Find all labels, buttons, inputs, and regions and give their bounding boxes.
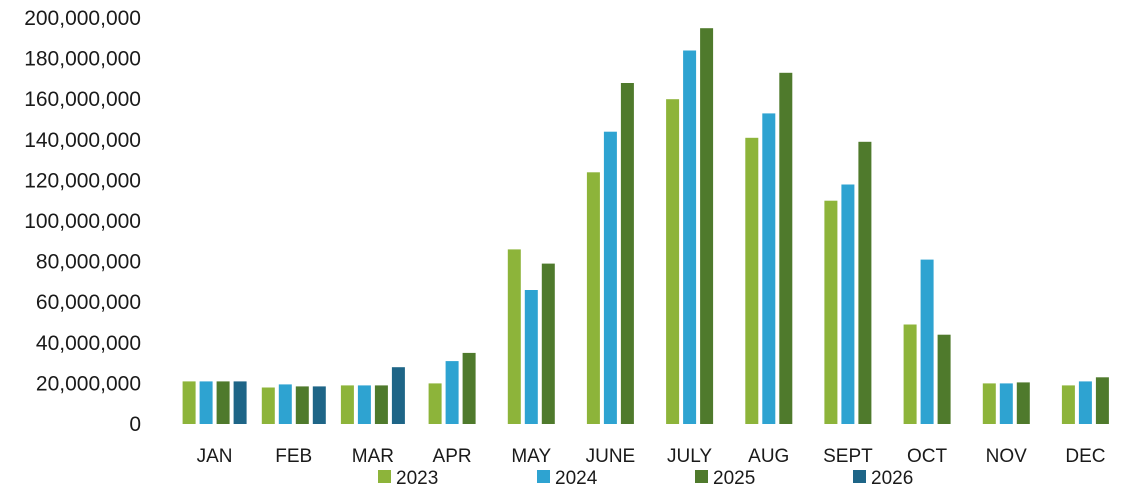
legend-label-2024: 2024 [555,468,598,489]
x-tick-label-mar: MAR [352,446,394,467]
bar-aug-2025 [779,72,793,425]
bar-mar-2023 [340,385,354,424]
x-tick-label-oct: OCT [907,446,948,467]
bar-aug-2024 [762,113,776,425]
bar-june-2023 [586,172,600,424]
bar-july-2025 [700,28,714,424]
bar-dec-2025 [1095,377,1109,424]
bar-oct-2023 [903,324,917,424]
y-tick-label: 180,000,000 [24,48,141,71]
bar-mar-2025 [374,385,388,424]
bar-july-2024 [683,50,697,424]
y-tick-label: 80,000,000 [36,251,141,274]
bar-nov-2024 [999,383,1013,424]
bar-oct-2025 [937,334,951,424]
bar-dec-2024 [1078,381,1092,424]
y-axis: 0 20,000,000 40,000,000 60,000,000 80,000,00… [24,7,141,436]
bar-july-2023 [666,99,680,424]
y-tick-label: 120,000,000 [24,169,141,192]
bars [182,28,1109,425]
bar-sept-2025 [858,141,872,425]
bar-feb-2025 [295,386,309,424]
legend-swatch-2026 [853,470,866,483]
x-tick-label-feb: FEB [275,446,312,467]
bar-jan-2024 [199,381,213,424]
y-tick-label: 40,000,000 [36,332,141,355]
bar-feb-2023 [261,387,275,424]
x-tick-label-dec: DEC [1065,446,1105,467]
y-tick-label: 100,000,000 [24,210,141,233]
bar-jan-2025 [216,381,230,424]
x-tick-label-apr: APR [433,446,472,467]
bar-sept-2024 [841,184,855,424]
bar-may-2025 [541,263,555,424]
bar-aug-2023 [745,137,759,425]
y-tick-label: 140,000,000 [24,129,141,152]
legend: 2023 2024 2025 2026 [378,468,913,489]
legend-label-2026: 2026 [871,468,913,489]
bar-apr-2025 [462,352,476,424]
bar-dec-2023 [1061,385,1075,424]
bar-june-2024 [603,131,617,424]
y-tick-label: 20,000,000 [36,372,141,395]
bar-feb-2024 [278,384,292,424]
x-tick-label-nov: NOV [986,446,1028,467]
bar-mar-2024 [357,385,371,424]
legend-swatch-2024 [537,470,550,483]
legend-swatch-2025 [695,470,708,483]
legend-label-2023: 2023 [396,468,438,489]
bar-nov-2025 [1016,382,1030,424]
legend-swatch-2023 [378,470,391,483]
bar-mar-2026 [391,367,405,424]
x-tick-label-sept: SEPT [823,446,873,467]
x-axis: JAN FEB MAR APR MAY JUNE JULY AUG SEPT OCT NOV DEC [197,446,1106,467]
bar-jan-2026 [233,381,247,424]
y-tick-label: 60,000,000 [36,291,141,314]
bar-june-2025 [620,83,634,424]
bar-feb-2026 [312,386,326,424]
bar-nov-2023 [982,383,996,424]
y-tick-label: 0 [129,413,141,436]
bar-may-2023 [507,249,521,424]
y-tick-label: 160,000,000 [24,88,141,111]
bar-oct-2024 [920,259,934,424]
y-tick-label: 200,000,000 [24,7,141,30]
legend-label-2025: 2025 [713,468,755,489]
x-tick-label-may: MAY [511,446,551,467]
bar-jan-2023 [182,381,196,424]
x-tick-label-june: JUNE [586,446,636,467]
x-tick-label-jan: JAN [197,446,233,467]
x-tick-label-aug: AUG [748,446,789,467]
bar-apr-2023 [428,383,442,424]
bar-may-2024 [524,290,538,424]
bar-sept-2023 [824,200,838,424]
x-tick-label-july: JULY [667,446,712,467]
bar-apr-2024 [445,361,459,424]
